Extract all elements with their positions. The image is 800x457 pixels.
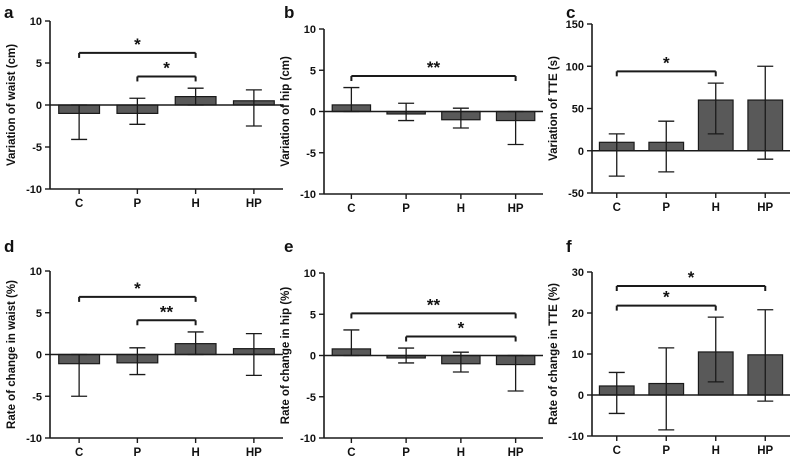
significance-label: * (663, 53, 670, 72)
chart-panel-b: b -10 -5 0 5 10 Variation of hip (cm) C P H HP ** (280, 3, 543, 215)
chart-panel-c: c -50 0 50 100 150 Variation of TTE (s) C P H HP * (548, 3, 790, 214)
significance-label: ** (427, 295, 441, 314)
significance-label: * (458, 319, 465, 338)
y-tick-label: -5 (32, 391, 42, 403)
x-tick-label-C: C (613, 445, 621, 457)
panel-label: d (4, 237, 14, 256)
y-tick-label: 10 (30, 16, 42, 28)
y-tick-label: -10 (300, 433, 316, 445)
y-tick-label: 5 (36, 308, 42, 320)
x-tick-label-H: H (457, 203, 465, 215)
y-tick-label: -5 (32, 142, 42, 154)
chart-panel-d: d -10 -5 0 5 10 Rate of change in waist (%) C P H… (4, 237, 283, 457)
chart-panel-f: f -10 0 10 20 30 Rate of change in TTE (%) C P H H… (548, 237, 790, 457)
y-tick-label: 150 (566, 19, 584, 31)
y-tick-label: 0 (578, 146, 584, 158)
y-tick-label: -10 (300, 189, 316, 201)
panel-label: e (284, 237, 293, 256)
y-tick-label: 10 (304, 24, 316, 36)
y-tick-label: -10 (26, 433, 42, 445)
y-tick-label: 0 (310, 107, 316, 119)
y-tick-label: 10 (572, 349, 584, 361)
significance-label: ** (427, 58, 441, 77)
y-axis-title: Rate of change in hip (%) (280, 287, 292, 425)
x-tick-label-C: C (75, 198, 83, 210)
x-tick-label-C: C (347, 447, 355, 457)
x-tick-label-C: C (75, 447, 83, 457)
x-tick-label-H: H (712, 202, 720, 214)
y-tick-label: -50 (568, 188, 584, 200)
y-tick-label: 0 (36, 350, 42, 362)
y-tick-label: -5 (306, 148, 316, 160)
y-tick-label: 10 (30, 266, 42, 278)
y-tick-label: -5 (306, 392, 316, 404)
x-tick-label-P: P (402, 203, 410, 215)
x-tick-label-H: H (191, 198, 199, 210)
x-tick-label-C: C (347, 203, 355, 215)
y-tick-label: 5 (36, 58, 42, 70)
y-tick-label: 0 (310, 351, 316, 363)
y-tick-label: 5 (310, 309, 316, 321)
chart-panel-e: e -10 -5 0 5 10 Rate of change in hip (%) C P H HP… (280, 237, 543, 457)
x-tick-label-C: C (613, 202, 621, 214)
x-tick-label-P: P (662, 445, 670, 457)
x-tick-label-H: H (191, 447, 199, 457)
x-tick-label-HP: HP (757, 202, 773, 214)
x-tick-label-P: P (134, 447, 142, 457)
y-tick-label: -10 (26, 184, 42, 196)
x-tick-label-HP: HP (246, 447, 262, 457)
y-tick-label: 100 (566, 61, 584, 73)
panel-label: b (284, 3, 294, 22)
x-tick-label-HP: HP (246, 198, 262, 210)
y-axis-title: Variation of hip (cm) (280, 56, 292, 167)
y-tick-label: -10 (568, 431, 584, 443)
y-axis-title: Variation of TTE (s) (548, 56, 560, 161)
chart-panel-a: a -10 -5 0 5 10 Variation of waist (cm) C P H HP * * (4, 3, 283, 210)
x-tick-label-H: H (712, 445, 720, 457)
significance-label: * (134, 35, 141, 54)
significance-label: ** (160, 302, 174, 321)
panel-label: a (4, 3, 14, 22)
x-tick-label-P: P (134, 198, 142, 210)
y-tick-label: 0 (578, 390, 584, 402)
y-tick-label: 5 (310, 65, 316, 77)
y-tick-label: 0 (36, 100, 42, 112)
y-tick-label: 30 (572, 267, 584, 279)
significance-label: * (134, 279, 141, 298)
x-tick-label-P: P (402, 447, 410, 457)
y-axis-title: Rate of change in waist (%) (6, 280, 18, 429)
x-tick-label-P: P (662, 202, 670, 214)
panel-label: c (566, 3, 575, 22)
x-tick-label-H: H (457, 447, 465, 457)
y-axis-title: Variation of waist (cm) (6, 44, 18, 166)
x-tick-label-HP: HP (757, 445, 773, 457)
y-tick-label: 20 (572, 308, 584, 320)
significance-label: * (688, 268, 695, 287)
panel-label: f (566, 237, 572, 256)
significance-label: * (163, 58, 170, 77)
y-axis-title: Rate of change in TTE (%) (548, 283, 560, 425)
significance-label: * (663, 288, 670, 307)
x-tick-label-HP: HP (508, 447, 524, 457)
y-tick-label: 50 (572, 104, 584, 116)
y-tick-label: 10 (304, 268, 316, 280)
x-tick-label-HP: HP (508, 203, 524, 215)
